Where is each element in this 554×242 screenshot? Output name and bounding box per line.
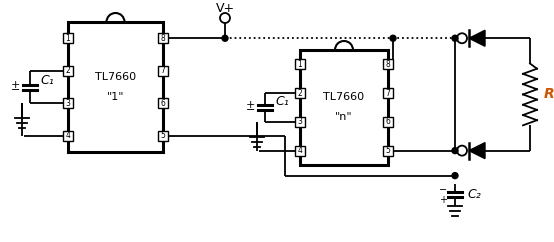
Text: "n": "n" (335, 113, 353, 122)
Text: −: − (245, 105, 255, 115)
Bar (158, 33, 168, 43)
Text: −: − (439, 185, 447, 195)
Text: 1: 1 (65, 34, 70, 43)
Bar (63, 98, 73, 108)
Text: 8: 8 (161, 34, 166, 43)
Bar (158, 66, 168, 76)
Text: −: − (11, 84, 20, 94)
Circle shape (452, 173, 458, 179)
Bar (295, 59, 305, 69)
Text: C₂: C₂ (467, 188, 481, 201)
Bar (63, 66, 73, 76)
Circle shape (457, 146, 467, 156)
Text: Rℓ: Rℓ (544, 87, 554, 101)
Text: C₁: C₁ (40, 75, 54, 88)
Polygon shape (469, 30, 485, 46)
Text: "1": "1" (107, 92, 124, 102)
Polygon shape (469, 143, 485, 159)
Bar (300, 50, 388, 165)
Bar (383, 117, 393, 127)
Text: 4: 4 (65, 131, 70, 140)
Circle shape (222, 35, 228, 41)
Circle shape (457, 33, 467, 43)
Text: +: + (439, 195, 447, 205)
Circle shape (220, 13, 230, 23)
Bar (383, 88, 393, 98)
Text: 7: 7 (161, 66, 166, 75)
Bar (63, 33, 73, 43)
Circle shape (452, 35, 458, 41)
Bar (158, 131, 168, 141)
Circle shape (390, 35, 396, 41)
Bar (383, 146, 393, 156)
Text: 6: 6 (161, 99, 166, 108)
Text: C₁: C₁ (275, 95, 289, 108)
Bar (383, 59, 393, 69)
Text: 5: 5 (386, 146, 391, 155)
Text: +: + (11, 80, 20, 90)
Text: 5: 5 (161, 131, 166, 140)
Text: 3: 3 (65, 99, 70, 108)
Bar (63, 131, 73, 141)
Text: V+: V+ (216, 1, 234, 15)
Text: TL7660: TL7660 (95, 72, 136, 82)
Text: 8: 8 (386, 60, 391, 69)
Bar (295, 117, 305, 127)
Bar (295, 146, 305, 156)
Bar (68, 22, 163, 152)
Bar (295, 88, 305, 98)
Text: 1: 1 (297, 60, 302, 69)
Circle shape (452, 148, 458, 154)
Text: 7: 7 (386, 89, 391, 98)
Text: 2: 2 (65, 66, 70, 75)
Text: 6: 6 (386, 117, 391, 126)
Bar (158, 98, 168, 108)
Text: TL7660: TL7660 (324, 92, 365, 103)
Text: +: + (245, 100, 255, 110)
Text: 2: 2 (297, 89, 302, 98)
Text: 3: 3 (297, 117, 302, 126)
Text: 4: 4 (297, 146, 302, 155)
